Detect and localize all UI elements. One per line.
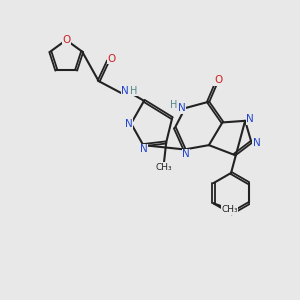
Text: CH₃: CH₃	[156, 163, 172, 172]
Text: N: N	[121, 86, 129, 96]
Text: O: O	[214, 75, 222, 85]
Text: H: H	[170, 100, 178, 110]
Text: N: N	[182, 149, 190, 159]
Text: N: N	[124, 118, 132, 128]
Text: N: N	[246, 114, 254, 124]
Text: N: N	[140, 144, 148, 154]
Text: O: O	[107, 54, 116, 64]
Text: H: H	[130, 85, 137, 96]
Text: N: N	[253, 138, 261, 148]
Text: O: O	[62, 35, 70, 45]
Text: N: N	[178, 103, 186, 113]
Text: CH₃: CH₃	[221, 205, 238, 214]
